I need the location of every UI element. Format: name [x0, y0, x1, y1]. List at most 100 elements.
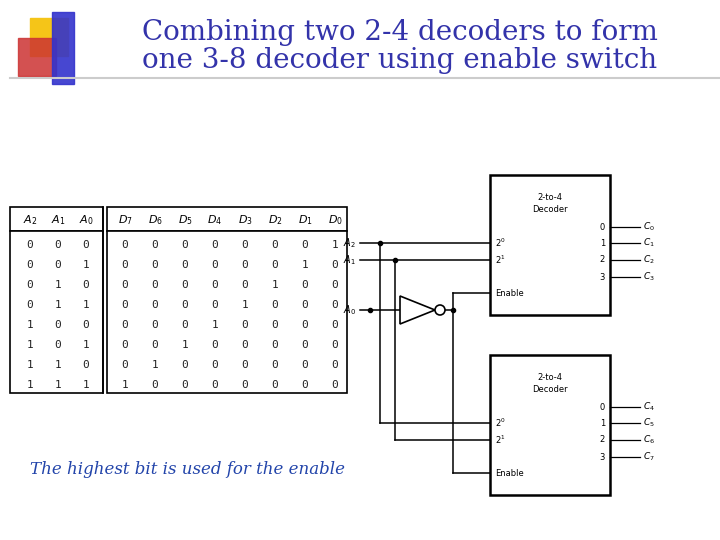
Text: $C_1$: $C_1$ [643, 237, 654, 249]
Text: 0: 0 [152, 320, 158, 330]
Text: 0: 0 [271, 340, 279, 350]
Text: 1: 1 [600, 239, 605, 247]
Text: 0: 0 [332, 360, 338, 370]
Text: 0: 0 [55, 260, 61, 270]
Text: 0: 0 [122, 320, 128, 330]
Text: Combining two 2-4 decoders to form: Combining two 2-4 decoders to form [142, 18, 658, 45]
Text: 0: 0 [83, 360, 89, 370]
Text: $C_2$: $C_2$ [643, 254, 654, 266]
Bar [107, 231, 347, 393]
Text: 1: 1 [27, 340, 33, 350]
Text: 0: 0 [55, 320, 61, 330]
Text: $C_3$: $C_3$ [643, 271, 654, 284]
Text: $A_1$: $A_1$ [343, 253, 356, 267]
Text: 0: 0 [332, 380, 338, 390]
Text: 0: 0 [271, 300, 279, 310]
Text: $A_1$: $A_1$ [51, 213, 66, 227]
Text: 0: 0 [212, 280, 218, 290]
Text: 0: 0 [152, 340, 158, 350]
Circle shape [435, 305, 445, 315]
Text: $C_5$: $C_5$ [643, 417, 654, 429]
Text: $D_7$: $D_7$ [117, 213, 132, 227]
Text: $D_1$: $D_1$ [297, 213, 312, 227]
Text: 0: 0 [152, 280, 158, 290]
Text: 0: 0 [242, 260, 248, 270]
Text: 0: 0 [332, 340, 338, 350]
Text: 0: 0 [271, 240, 279, 250]
Text: 0: 0 [152, 300, 158, 310]
Text: 1: 1 [83, 380, 89, 390]
Text: $C_7$: $C_7$ [643, 451, 654, 463]
Text: Decoder: Decoder [532, 386, 568, 395]
Text: 0: 0 [212, 260, 218, 270]
Text: 1: 1 [212, 320, 218, 330]
Text: 2: 2 [600, 435, 605, 444]
Text: 2: 2 [600, 255, 605, 265]
Text: 0: 0 [600, 222, 605, 232]
Text: 1: 1 [27, 360, 33, 370]
Text: 0: 0 [122, 300, 128, 310]
Text: 0: 0 [27, 300, 33, 310]
Text: 0: 0 [212, 240, 218, 250]
Text: 0: 0 [181, 300, 189, 310]
Text: 0: 0 [332, 320, 338, 330]
Text: The highest bit is used for the enable: The highest bit is used for the enable [30, 462, 345, 478]
Text: 1: 1 [55, 360, 61, 370]
Text: $D_6$: $D_6$ [148, 213, 163, 227]
Text: 1: 1 [242, 300, 248, 310]
Bar [490, 355, 610, 495]
Text: 0: 0 [242, 280, 248, 290]
Text: 3: 3 [600, 273, 605, 281]
Text: 0: 0 [332, 300, 338, 310]
Text: 2-to-4: 2-to-4 [538, 192, 562, 201]
Text: 0: 0 [302, 340, 308, 350]
Text: 0: 0 [83, 320, 89, 330]
Text: 0: 0 [27, 280, 33, 290]
Text: 0: 0 [242, 380, 248, 390]
Text: 0: 0 [122, 240, 128, 250]
Text: 0: 0 [181, 380, 189, 390]
Text: 2-to-4: 2-to-4 [538, 373, 562, 381]
Text: $C_4$: $C_4$ [643, 401, 655, 413]
Text: 1: 1 [83, 300, 89, 310]
Text: 1: 1 [55, 380, 61, 390]
Text: 0: 0 [600, 402, 605, 411]
Text: 1: 1 [27, 380, 33, 390]
Text: 0: 0 [271, 320, 279, 330]
Text: 0: 0 [181, 260, 189, 270]
Text: 1: 1 [332, 240, 338, 250]
Text: 0: 0 [122, 360, 128, 370]
Text: $2^1$: $2^1$ [495, 254, 505, 266]
Text: 0: 0 [55, 240, 61, 250]
Text: 0: 0 [271, 260, 279, 270]
Text: 1: 1 [27, 320, 33, 330]
Text: 0: 0 [181, 360, 189, 370]
Text: $D_3$: $D_3$ [238, 213, 253, 227]
Text: 0: 0 [152, 260, 158, 270]
Text: 0: 0 [122, 260, 128, 270]
Bar [490, 175, 610, 315]
Text: 0: 0 [55, 340, 61, 350]
Text: $2^0$: $2^0$ [495, 417, 505, 429]
Text: 0: 0 [152, 240, 158, 250]
Text: 0: 0 [302, 380, 308, 390]
Text: $A_0$: $A_0$ [343, 303, 356, 317]
Bar [107, 207, 347, 231]
Bar [52, 12, 74, 84]
Text: $A_2$: $A_2$ [23, 213, 37, 227]
Text: 0: 0 [181, 280, 189, 290]
Text: 0: 0 [27, 260, 33, 270]
Text: 1: 1 [55, 300, 61, 310]
Text: 1: 1 [83, 340, 89, 350]
Text: $D_2$: $D_2$ [268, 213, 282, 227]
Text: 3: 3 [600, 453, 605, 462]
Text: Enable: Enable [495, 469, 523, 477]
Text: $2^0$: $2^0$ [495, 237, 505, 249]
Bar [18, 38, 56, 76]
Text: 1: 1 [83, 260, 89, 270]
Text: Decoder: Decoder [532, 206, 568, 214]
Text: 0: 0 [152, 380, 158, 390]
Text: 0: 0 [242, 320, 248, 330]
Bar [10, 231, 103, 393]
Text: 0: 0 [242, 360, 248, 370]
